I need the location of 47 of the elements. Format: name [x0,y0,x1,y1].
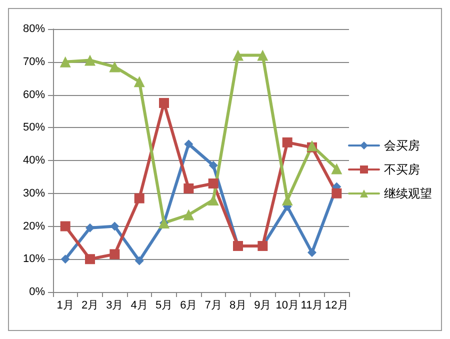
x-tick-label: 4月 [130,300,148,312]
y-tick-label: 60% [22,88,46,101]
y-tick-label: 0% [29,286,46,298]
point [208,160,218,170]
point [86,223,94,232]
point [60,221,70,232]
point [134,193,144,204]
x-tick-label: 3月 [106,300,124,312]
point [184,183,194,194]
x-tick-label: 6月 [180,300,198,312]
x-tick-label: 11月 [300,300,324,312]
point [60,254,70,264]
y-tick-label: 20% [22,220,46,232]
point [208,178,218,189]
y-tick-label: 70% [22,56,46,68]
point [282,137,292,148]
point [184,140,194,149]
x-tick-label: 12月 [325,300,348,312]
point [134,256,144,266]
point [257,50,268,61]
x-tick-label: 2月 [81,300,99,312]
point [134,76,145,88]
legend-label: 继续观望 [384,186,432,200]
y-tick-label: 50% [22,122,46,134]
x-tick-label: 9月 [254,300,272,312]
point [331,163,342,174]
y-tick-label: 10% [22,253,46,266]
point [159,98,169,108]
x-tick-label: 10月 [276,300,299,312]
point [332,188,342,198]
x-tick-label: 7月 [204,300,222,312]
point [85,254,95,264]
point [308,248,316,258]
x-tick-label: 8月 [229,300,247,312]
y-tick-label: 80% [22,23,46,35]
y-tick-label: 30% [22,187,46,200]
x-tick-label: 1月 [56,300,74,312]
point [109,61,120,72]
point [110,249,120,260]
point [183,209,194,220]
point [232,50,244,61]
point [60,56,71,68]
x-tick-label: 5月 [155,300,173,312]
legend-label: 不买房 [384,162,420,176]
legend-label: 会买房 [384,138,420,152]
point [84,54,96,66]
y-tick-label: 40% [22,154,46,166]
